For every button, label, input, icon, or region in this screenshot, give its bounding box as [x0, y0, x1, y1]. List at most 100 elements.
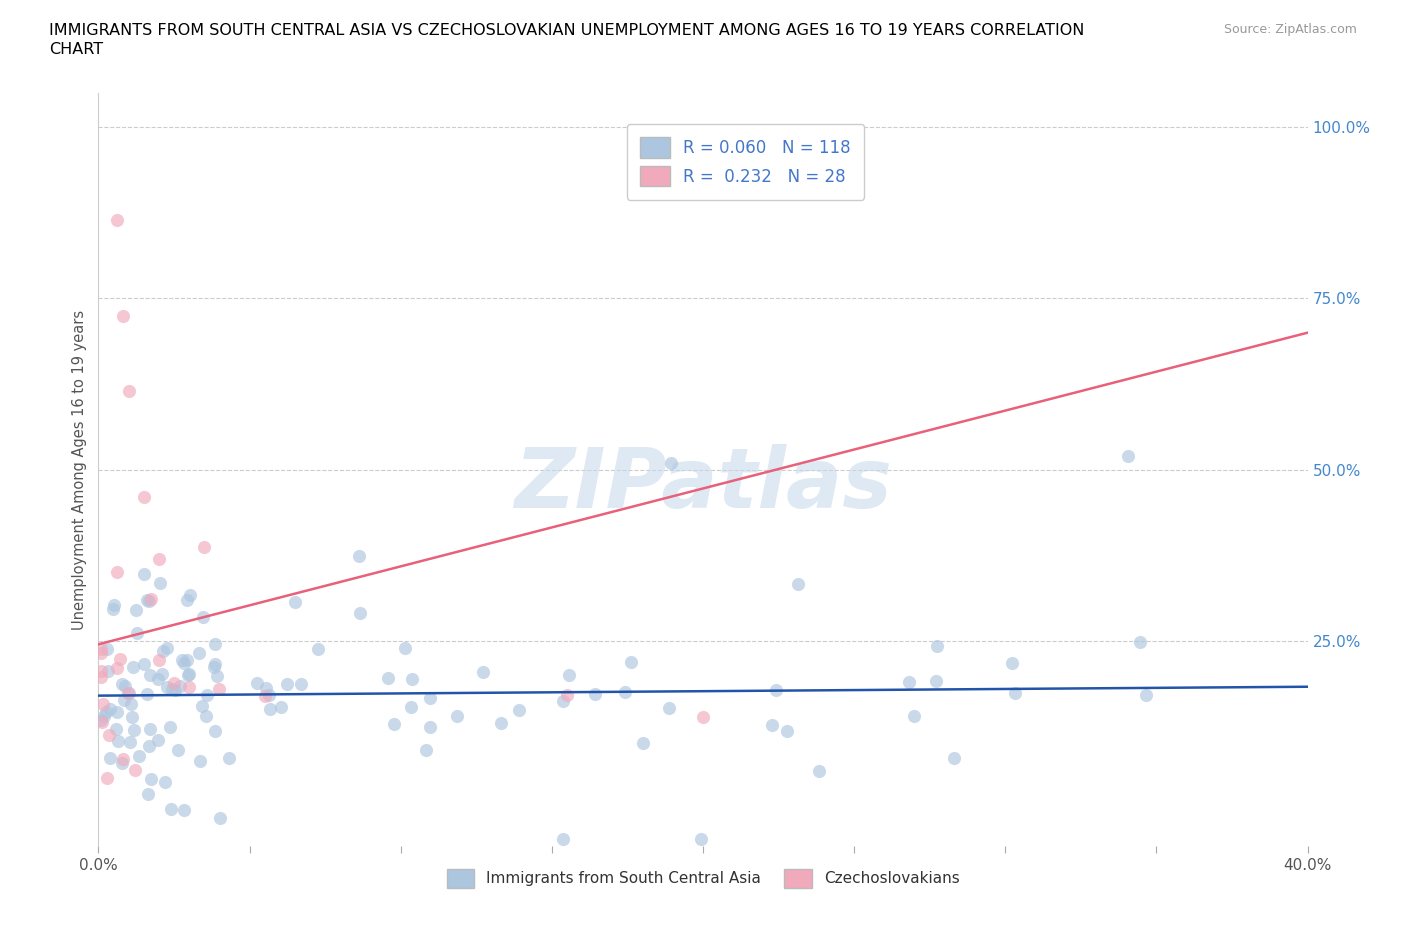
Point	[925, 673, 948, 688]
Point	[105, 212, 128, 227]
Point	[177, 667, 200, 682]
Point	[193, 539, 215, 554]
Point	[276, 677, 298, 692]
Point	[943, 751, 966, 766]
Point	[246, 675, 269, 690]
Point	[195, 688, 218, 703]
Point	[136, 686, 159, 701]
Point	[692, 710, 714, 724]
Point	[1135, 687, 1157, 702]
Point	[98, 728, 121, 743]
Point	[555, 687, 578, 702]
Point	[202, 660, 225, 675]
Point	[118, 383, 141, 398]
Point	[90, 670, 112, 684]
Point	[471, 664, 494, 679]
Point	[307, 641, 329, 656]
Point	[165, 683, 187, 698]
Point	[118, 685, 141, 700]
Point	[284, 594, 307, 609]
Point	[382, 717, 405, 732]
Point	[111, 755, 134, 770]
Point	[690, 832, 713, 847]
Point	[111, 677, 134, 692]
Point	[139, 772, 162, 787]
Point	[149, 576, 172, 591]
Point	[208, 811, 231, 826]
Point	[167, 742, 190, 757]
Point	[160, 681, 183, 696]
Point	[394, 641, 416, 656]
Point	[139, 668, 162, 683]
Point	[173, 656, 195, 671]
Point	[103, 602, 125, 617]
Point	[1116, 448, 1139, 463]
Point	[98, 751, 121, 765]
Point	[188, 754, 211, 769]
Point	[259, 702, 281, 717]
Point	[419, 720, 441, 735]
Point	[96, 641, 118, 656]
Point	[122, 659, 145, 674]
Point	[1129, 635, 1152, 650]
Point	[148, 551, 170, 566]
Point	[159, 720, 181, 735]
Point	[187, 645, 209, 660]
Point	[208, 682, 231, 697]
Point	[808, 764, 831, 778]
Point	[614, 684, 637, 699]
Point	[110, 651, 132, 666]
Point	[112, 693, 135, 708]
Point	[583, 686, 606, 701]
Point	[191, 698, 214, 713]
Point	[91, 697, 114, 711]
Point	[103, 598, 125, 613]
Point	[104, 722, 127, 737]
Point	[259, 687, 281, 702]
Point	[620, 655, 643, 670]
Point	[138, 738, 160, 753]
Point	[156, 680, 179, 695]
Point	[761, 718, 783, 733]
Point	[1001, 656, 1024, 671]
Point	[153, 774, 176, 789]
Point	[156, 641, 179, 656]
Point	[148, 653, 170, 668]
Point	[204, 724, 226, 738]
Point	[105, 705, 128, 720]
Point	[114, 679, 136, 694]
Point	[134, 566, 156, 581]
Point	[138, 721, 160, 736]
Y-axis label: Unemployment Among Ages 16 to 19 years: Unemployment Among Ages 16 to 19 years	[72, 310, 87, 630]
Text: IMMIGRANTS FROM SOUTH CENTRAL ASIA VS CZECHOSLOVAKIAN UNEMPLOYMENT AMONG AGES 16: IMMIGRANTS FROM SOUTH CENTRAL ASIA VS CZ…	[49, 23, 1084, 38]
Point	[176, 592, 198, 607]
Point	[152, 644, 174, 658]
Point	[508, 702, 530, 717]
Point	[897, 675, 920, 690]
Point	[90, 712, 112, 727]
Point	[105, 565, 128, 579]
Legend: Immigrants from South Central Asia, Czechoslovakians: Immigrants from South Central Asia, Czec…	[439, 861, 967, 896]
Point	[765, 683, 787, 698]
Point	[125, 603, 148, 618]
Point	[111, 308, 134, 323]
Point	[90, 645, 112, 660]
Point	[138, 593, 160, 608]
Point	[776, 724, 799, 738]
Point	[122, 723, 145, 737]
Point	[124, 763, 146, 777]
Point	[1004, 685, 1026, 700]
Point	[558, 668, 581, 683]
Point	[553, 832, 575, 847]
Point	[446, 709, 468, 724]
Point	[419, 690, 441, 705]
Point	[347, 548, 370, 563]
Point	[96, 770, 118, 785]
Point	[93, 709, 115, 724]
Point	[136, 786, 159, 801]
Point	[90, 642, 112, 657]
Point	[377, 671, 399, 685]
Point	[179, 680, 201, 695]
Point	[169, 678, 191, 693]
Point	[125, 625, 148, 640]
